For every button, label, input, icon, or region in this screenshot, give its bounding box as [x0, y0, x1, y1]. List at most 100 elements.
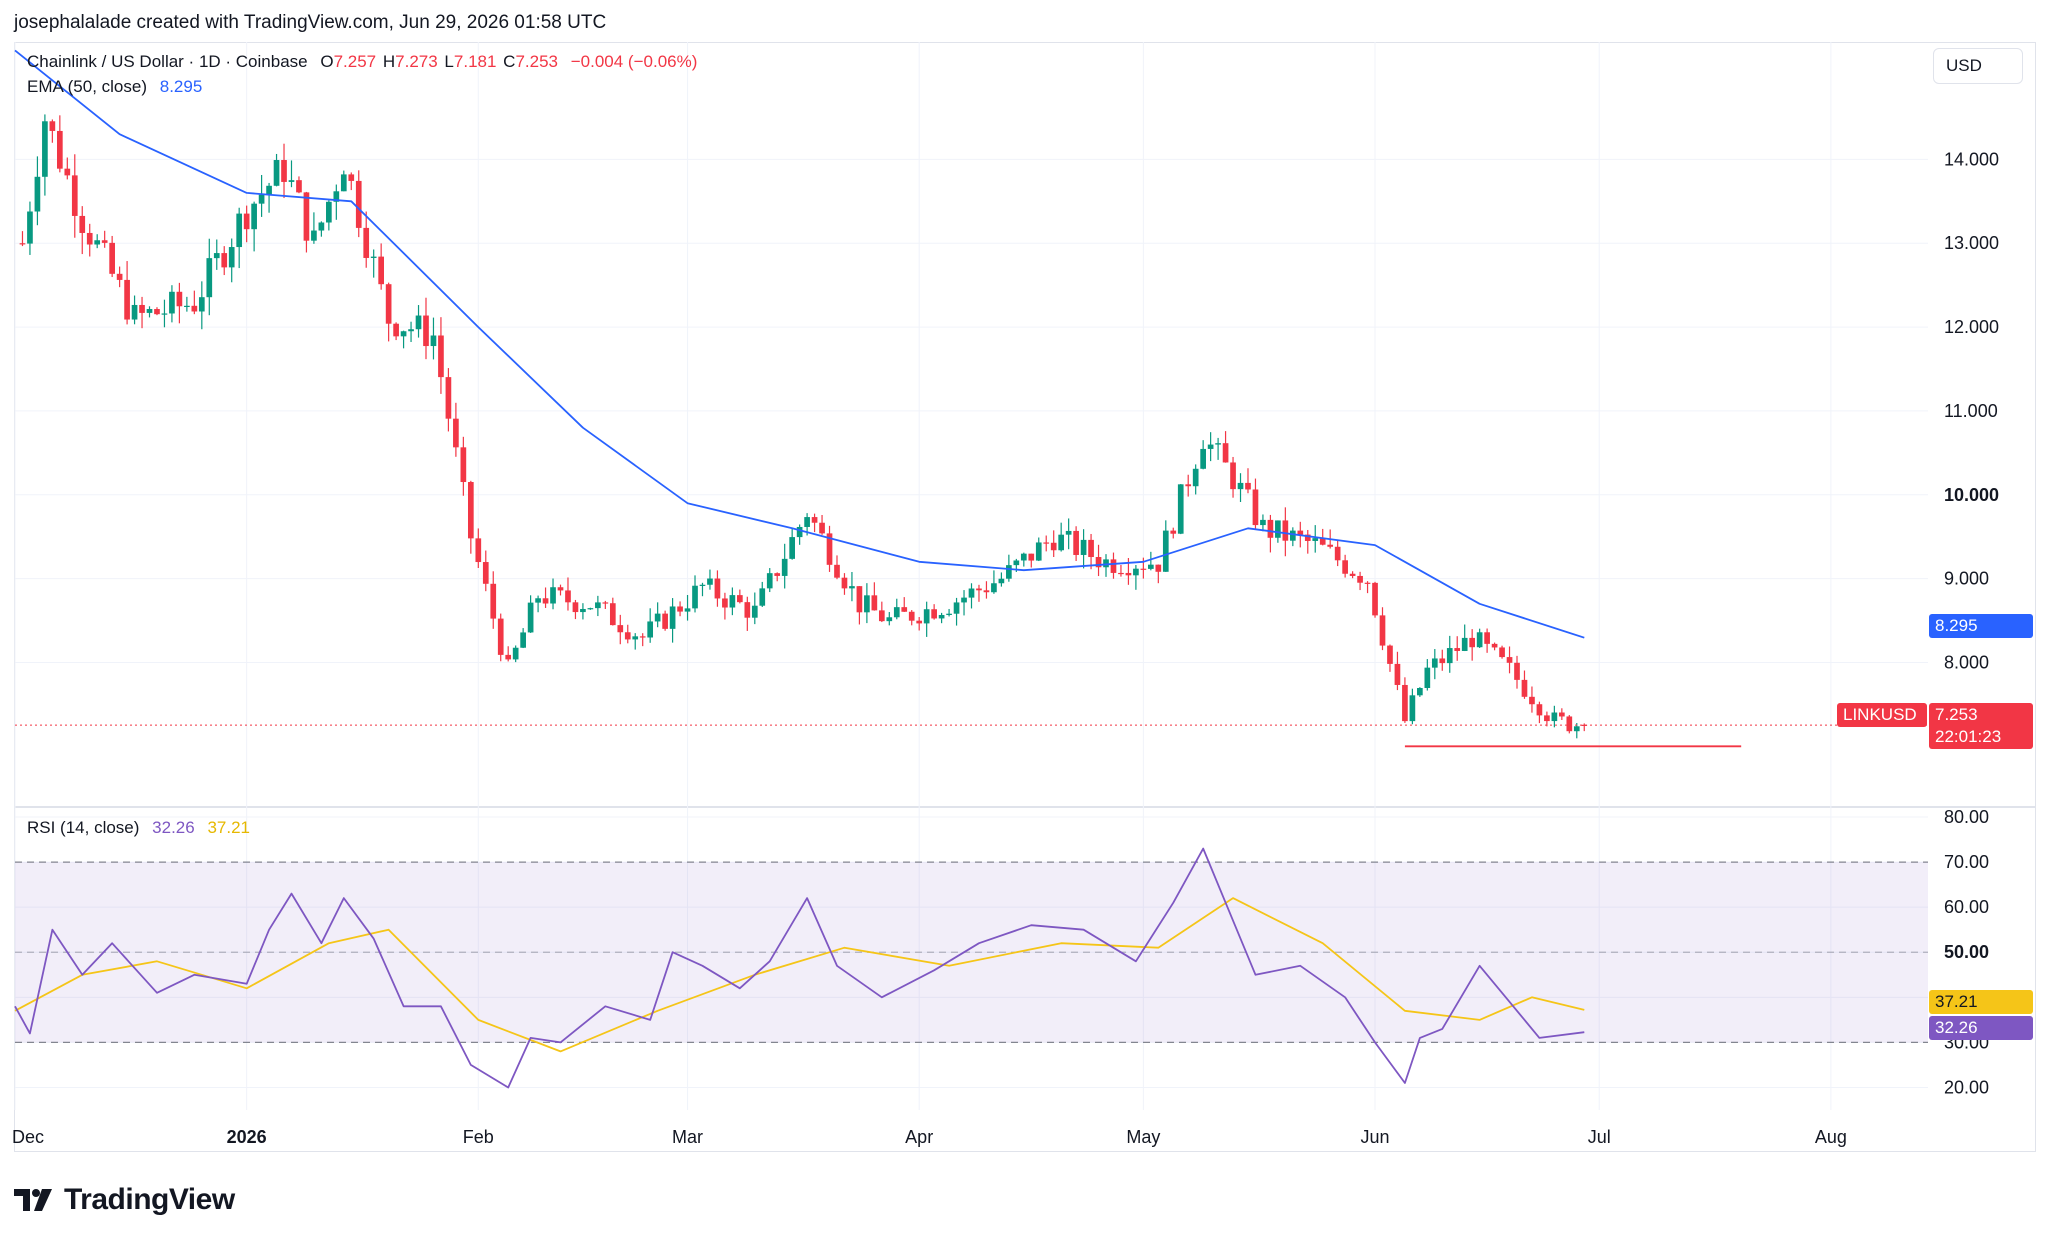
candle-body: [303, 192, 310, 241]
indicator-lines: [14, 49, 1928, 1089]
candle-body: [916, 620, 923, 624]
candle-body: [766, 573, 773, 589]
candle-body: [520, 632, 526, 648]
candle-body: [1312, 538, 1319, 541]
candle-body: [804, 517, 810, 527]
candle-body: [923, 609, 930, 624]
candle-body: [1275, 520, 1281, 538]
axes: 14.000 13.000 12.000 11.000 10.000 9.000 8.000…: [12, 149, 1999, 1147]
candle-body: [281, 160, 287, 182]
time-axis-label: Feb: [463, 1127, 494, 1147]
candle-body: [273, 160, 280, 186]
candle-body: [385, 284, 392, 324]
candle-body: [1230, 462, 1236, 490]
time-axis-label: May: [1126, 1127, 1160, 1147]
symbol-tag: LINKUSD: [1837, 703, 1927, 727]
tradingview-logo[interactable]: TradingView: [14, 1183, 235, 1217]
change-value: −0.004 (−0.06%): [570, 52, 698, 71]
candle-body: [56, 130, 63, 169]
candle-body: [1364, 582, 1371, 584]
candle-body: [460, 447, 467, 483]
candle-body: [1192, 468, 1199, 487]
candle-body: [296, 180, 302, 193]
candle-body: [1282, 520, 1289, 541]
candle-body: [228, 247, 235, 268]
time-axis-label: Jun: [1361, 1127, 1390, 1147]
candle-body: [714, 578, 721, 599]
candle-body: [1529, 696, 1535, 705]
candle-body: [340, 174, 347, 192]
symbol-title[interactable]: Chainlink / US Dollar · 1D · Coinbase: [27, 52, 308, 71]
candle-body: [1237, 482, 1244, 490]
candle-body: [729, 595, 736, 608]
price-axis-label: 14.000: [1944, 149, 1999, 169]
brand-wordmark: TradingView: [64, 1183, 235, 1216]
candle-body: [946, 613, 952, 615]
candle-body: [1170, 530, 1177, 534]
candle-body: [976, 588, 982, 591]
candle-body: [1431, 658, 1438, 668]
candle-body: [198, 297, 205, 312]
chart-canvas[interactable]: 14.000 13.000 12.000 11.000 10.000 9.000 8.000…: [0, 0, 2048, 1170]
candle-body: [139, 304, 145, 313]
candle-body: [1334, 546, 1341, 561]
candle-body: [595, 602, 601, 609]
candle-body: [789, 537, 795, 559]
candle-body: [617, 625, 624, 633]
candle-body: [1446, 648, 1453, 664]
candle-body: [1118, 572, 1124, 575]
bar-countdown: 22:01:23: [1935, 727, 2002, 746]
candle-body: [438, 335, 444, 378]
candle-body: [64, 168, 71, 176]
candle-body: [176, 291, 183, 307]
candle-body: [1544, 715, 1550, 722]
currency-button[interactable]: USD: [1933, 48, 2023, 84]
candle-body: [886, 617, 893, 622]
candle-body: [669, 606, 676, 629]
candle-body: [968, 588, 975, 598]
candle-body: [1304, 534, 1311, 541]
candle-body: [326, 201, 332, 223]
time-axis-label: Apr: [905, 1127, 933, 1147]
candle-body: [1566, 716, 1573, 732]
candle-body: [864, 595, 870, 613]
ema-legend[interactable]: EMA (50, close) 8.295: [27, 77, 204, 97]
candle-body: [1327, 544, 1334, 547]
candle-body: [184, 305, 190, 308]
price-axis-label: 10.000: [1944, 485, 1999, 505]
candle-body: [1506, 657, 1513, 663]
candle-body: [1536, 704, 1543, 716]
candle-body: [1058, 534, 1065, 551]
candle-body: [878, 610, 885, 622]
candle-body: [774, 573, 781, 576]
candle-body: [169, 291, 175, 314]
candle-body: [94, 240, 101, 245]
ema-label: EMA (50, close): [27, 77, 147, 96]
rsi-label: RSI (14, close): [27, 818, 140, 837]
candle-body: [1006, 565, 1012, 579]
candle-body: [826, 533, 833, 565]
candle-body: [632, 636, 639, 640]
candle-body: [1394, 663, 1401, 685]
candle-body: [893, 607, 900, 618]
candle-body: [684, 608, 691, 612]
candle-body: [251, 203, 257, 230]
candle-body: [1289, 530, 1296, 541]
candle-body: [109, 242, 115, 274]
symbol-legend[interactable]: Chainlink / US Dollar · 1D · Coinbase O7…: [27, 52, 699, 72]
candle-body: [796, 526, 803, 538]
candle-body: [1379, 615, 1386, 646]
candle-body: [42, 121, 48, 177]
candle-body: [475, 538, 482, 563]
rsi-axis-label: 70.00: [1944, 852, 1989, 872]
candle-body: [1252, 489, 1259, 526]
price-axis-label: 8.000: [1944, 652, 1989, 672]
rsi-legend[interactable]: RSI (14, close) 32.26 37.21: [27, 818, 252, 838]
candle-body: [654, 613, 661, 622]
candle-body: [1110, 559, 1117, 573]
candle-body: [602, 602, 609, 604]
candle-body: [1215, 443, 1221, 445]
candle-body: [124, 279, 130, 320]
candle-body: [819, 522, 825, 534]
candle-body: [587, 608, 594, 610]
